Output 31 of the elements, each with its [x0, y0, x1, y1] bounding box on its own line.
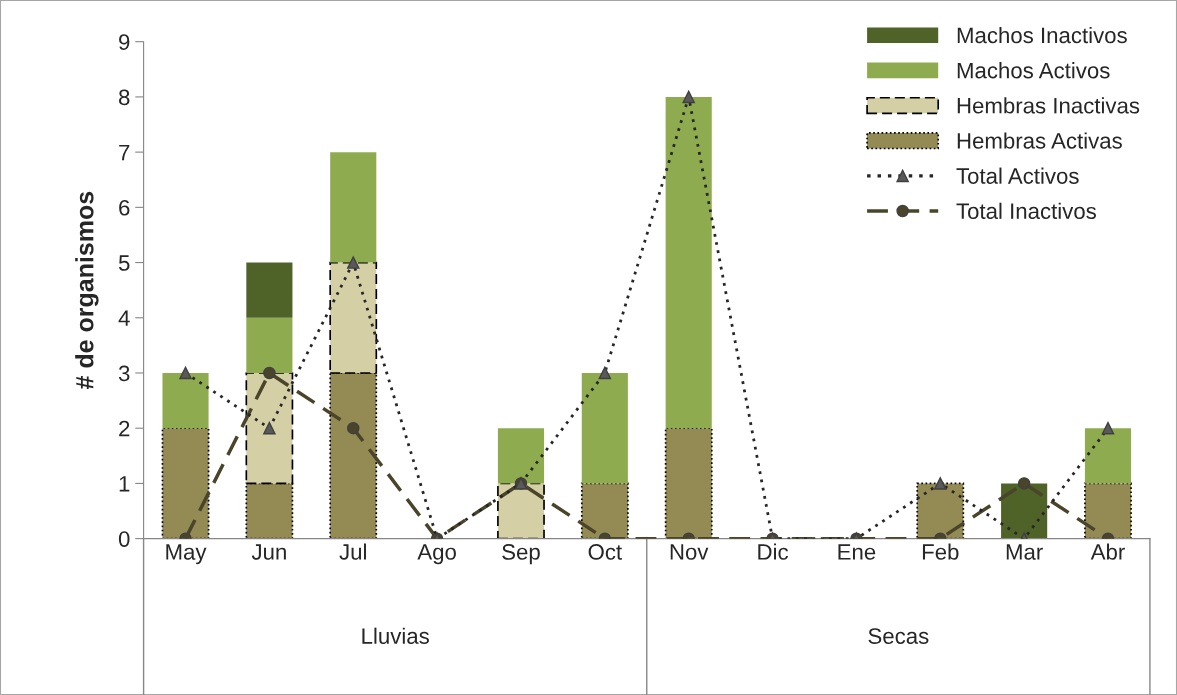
y-tick-label: 0	[118, 531, 130, 547]
legend-label: Machos Inactivos	[957, 26, 1127, 44]
x-tick-label: Sep	[502, 544, 540, 565]
x-tick-label: Nov	[670, 544, 709, 560]
y-tick-label: 4	[118, 310, 130, 326]
legend-label: Total Activos	[956, 167, 1079, 184]
x-tick-label: Feb	[922, 543, 959, 560]
legend-label: Hembras Activas	[957, 132, 1122, 149]
y-axis-title: # de organismos	[75, 191, 99, 390]
x-tick-label: Oct	[588, 544, 622, 560]
legend-label: Machos Activos	[957, 62, 1110, 79]
y-tick-label: 1	[119, 476, 130, 492]
x-tick-label: May	[166, 544, 207, 565]
x-tick-label: Dic	[758, 543, 789, 560]
y-tick-label: 3	[118, 365, 130, 382]
y-tick-label: 8	[119, 89, 130, 106]
y-tick-label: 9	[119, 34, 130, 50]
y-tick-label: 7	[119, 144, 130, 161]
x-tick-label: Jul	[339, 543, 366, 560]
y-tick-label: 5	[118, 255, 130, 271]
legend-label: Total Inactivos	[956, 202, 1096, 220]
x-tick-label: Mar	[1006, 544, 1043, 560]
x-tick-label: Abr	[1090, 543, 1125, 560]
x-tick-label: Ene	[838, 544, 876, 560]
x-tick-label: Jun	[251, 544, 286, 560]
y-tick-label: 2	[119, 420, 130, 437]
text: Lluvias	[362, 627, 429, 644]
x-tick-label: Ago	[417, 544, 456, 565]
text: Secas	[868, 628, 929, 644]
legend-label: Hembras Inactivas	[957, 97, 1140, 114]
y-tick-label: 6	[119, 199, 130, 216]
